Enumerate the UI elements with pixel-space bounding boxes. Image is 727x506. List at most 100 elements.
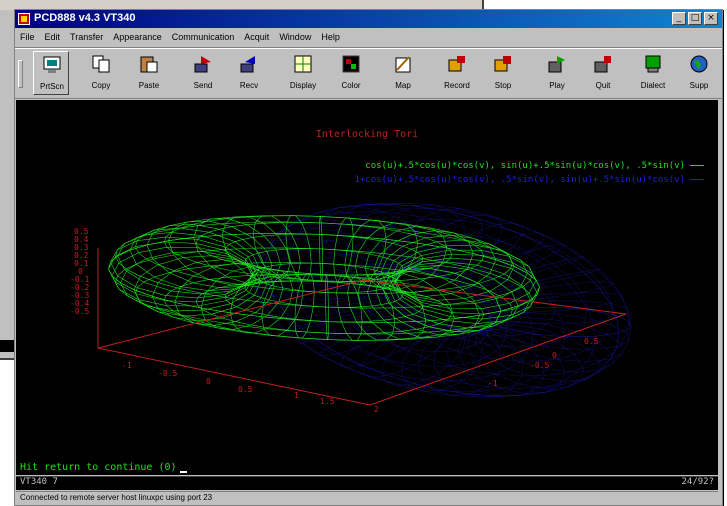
mesh-line <box>300 310 417 344</box>
mesh-line <box>418 214 503 275</box>
menu-file[interactable]: File <box>20 32 35 42</box>
y-tick-label: 0 <box>552 351 557 360</box>
send-icon <box>194 56 211 73</box>
window-title: PCD888 v4.3 VT340 <box>34 12 136 24</box>
menu-help[interactable]: Help <box>321 32 340 42</box>
recv-label: Recv <box>239 81 259 90</box>
dialect-button[interactable]: Dialect <box>635 51 671 95</box>
z-tick-label: -0.2 <box>70 283 89 292</box>
paste-button[interactable]: Paste <box>131 51 167 95</box>
play-button[interactable]: Play <box>539 51 575 95</box>
color-icon <box>342 55 360 73</box>
y-tick-label: -0.5 <box>530 361 549 370</box>
mesh-line <box>487 300 630 325</box>
copy-label: Copy <box>91 81 111 90</box>
close-button[interactable]: × <box>704 12 718 25</box>
z-tick-label: 0.5 <box>74 227 89 236</box>
x-tick-label: 0.5 <box>238 385 253 394</box>
mesh-line <box>361 322 450 378</box>
mesh-line <box>434 330 523 398</box>
dialect-label: Dialect <box>640 81 666 90</box>
supp-label: Supp <box>689 81 709 90</box>
background-window-edge <box>0 340 14 352</box>
display-button[interactable]: Display <box>285 51 321 95</box>
supp-button[interactable]: Supp <box>681 51 721 95</box>
legend-label-1: cos(u)+.5*cos(u)*cos(v), sin(u)+.5*sin(u… <box>365 161 685 171</box>
stop-label: Stop <box>494 81 512 90</box>
record-button[interactable]: Record <box>439 51 475 95</box>
legend-entry-2: 1+cos(u)+.5*cos(u)*cos(v), .5*sin(v), si… <box>354 175 704 185</box>
continue-prompt: Hit return to continue (0) <box>20 462 187 473</box>
send-button[interactable]: Send <box>185 51 221 95</box>
quit-label: Quit <box>595 81 611 90</box>
toolbar-grip[interactable] <box>18 60 23 88</box>
maximize-button[interactable]: □ <box>688 12 702 25</box>
mesh-line <box>108 233 540 323</box>
z-tick-label: -0.5 <box>70 307 89 316</box>
title-bar[interactable]: PCD888 v4.3 VT340 _ □ × <box>15 10 722 28</box>
plot-axes <box>97 248 627 406</box>
menu-communication[interactable]: Communication <box>171 32 235 42</box>
stop-button[interactable]: Stop <box>485 51 521 95</box>
mesh-line <box>446 232 545 281</box>
y-tick-label: 0.5 <box>584 337 599 346</box>
menu-acquit[interactable]: Acquit <box>244 32 270 42</box>
paste-icon <box>140 56 158 73</box>
mesh-line <box>361 202 450 270</box>
mesh-line <box>485 316 623 362</box>
mesh-line <box>467 256 584 290</box>
play-icon <box>548 56 565 73</box>
x-tick-label: 1 <box>294 391 299 400</box>
z-tick-label: -0.4 <box>70 299 89 308</box>
minimize-button[interactable]: _ <box>672 12 686 25</box>
legend-label-2: 1+cos(u)+.5*cos(u)*cos(v), .5*sin(v), si… <box>354 175 685 185</box>
connection-status: Connected to remote server host linuxpc … <box>20 493 213 502</box>
x-tick-label: -1 <box>122 361 132 370</box>
quit-icon <box>594 56 611 73</box>
mesh-line <box>115 247 533 335</box>
x-tick-label: -0.5 <box>158 369 177 378</box>
x-tick-label: 1.5 <box>320 397 335 406</box>
recv-button[interactable]: Recv <box>231 51 267 95</box>
z-tick-label: -0.3 <box>70 291 89 300</box>
mesh-line <box>135 262 513 341</box>
map-button[interactable]: Map <box>385 51 421 95</box>
menu-edit[interactable]: Edit <box>44 32 61 42</box>
y-axis-line <box>369 313 627 406</box>
dialect-icon <box>645 55 661 73</box>
z-tick-label: 0.1 <box>74 259 89 268</box>
axis-tick-labels: 0.5 0.4 0.3 0.2 0.1 0 -0.1 -0.2 -0.3 -0.… <box>70 227 599 414</box>
terminal-screen[interactable]: 0.5 0.4 0.3 0.2 0.1 0 -0.1 -0.2 -0.3 -0.… <box>16 100 718 475</box>
app-icon[interactable] <box>18 13 30 25</box>
mesh-line <box>446 330 545 397</box>
back-y-line <box>363 279 627 315</box>
copy-button[interactable]: Copy <box>83 51 119 95</box>
window-controls: _ □ × <box>672 12 718 25</box>
record-icon <box>448 56 465 72</box>
stop-icon <box>494 56 511 72</box>
color-button[interactable]: Color <box>333 51 369 95</box>
display-icon <box>294 55 312 73</box>
menu-window[interactable]: Window <box>279 32 312 42</box>
print-screen-icon <box>43 56 61 73</box>
mesh-line <box>381 325 466 386</box>
mesh-line <box>381 204 466 271</box>
mesh-line <box>401 208 483 272</box>
prompt-text: Hit return to continue (0) <box>20 462 177 473</box>
z-tick-label: 0.4 <box>74 235 89 244</box>
menu-appearance[interactable]: Appearance <box>113 32 162 42</box>
terminal-window: PCD888 v4.3 VT340 _ □ × File Edit Transf… <box>14 9 723 506</box>
prtscn-button[interactable]: PrtScn <box>33 51 69 95</box>
mesh-line <box>487 312 630 350</box>
menu-transfer[interactable]: Transfer <box>70 32 104 42</box>
cursor-position: 24/92? <box>681 477 714 487</box>
mesh-line <box>108 233 540 323</box>
display-label: Display <box>289 81 317 90</box>
torus-plot: 0.5 0.4 0.3 0.2 0.1 0 -0.1 -0.2 -0.3 -0.… <box>70 202 632 414</box>
z-tick-label: 0.2 <box>74 251 89 260</box>
z-tick-label: 0.3 <box>74 243 89 252</box>
text-cursor <box>179 471 187 473</box>
legend-swatch-1 <box>690 165 704 166</box>
terminal-info-bar: VT340 7 24/92? <box>16 476 718 490</box>
quit-button[interactable]: Quit <box>585 51 621 95</box>
